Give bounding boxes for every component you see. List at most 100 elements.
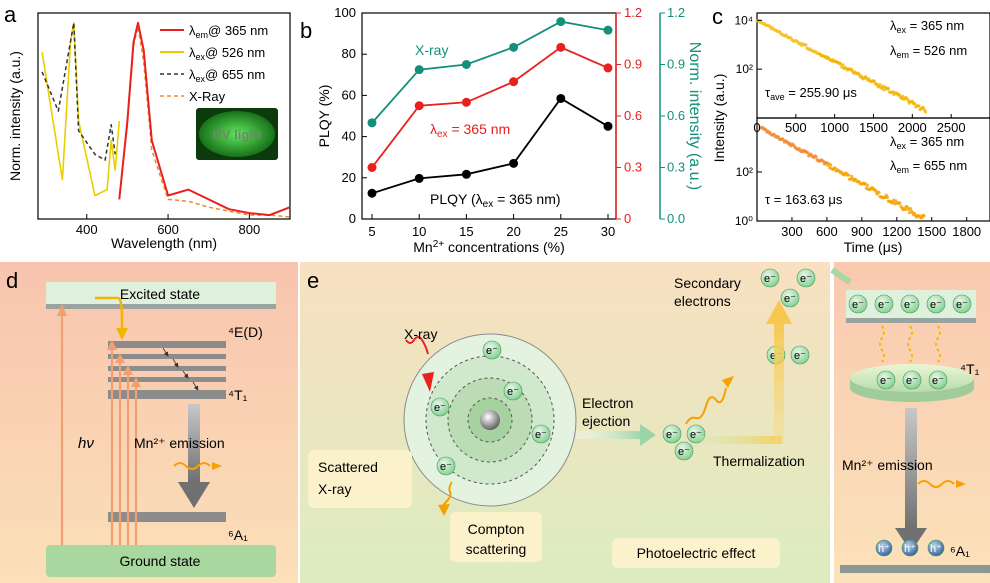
c-bottom-tau: τ = 163.63 μs — [765, 192, 843, 207]
c-top-xtick-label-2: 1000 — [820, 120, 849, 135]
ejection-label-line1: Electron — [582, 395, 633, 411]
c-bottom-ex: λex = 365 nm — [890, 134, 964, 151]
panel-c: c 0 500 1000 1500 2000 250010⁴10²300 600 900 120… — [711, 4, 990, 255]
y-tick-label-b-left-4: 80 — [342, 46, 356, 61]
y-tick-label-b-red-3: 0.9 — [624, 57, 642, 72]
y-tick-label-b-teal-3: 0.9 — [667, 57, 685, 72]
xray-label: X-ray — [404, 326, 437, 342]
label-4T1: ⁴T₁ — [228, 387, 248, 403]
c-bot-ytick-label-1: 10⁰ — [735, 214, 753, 228]
level-4T1 — [108, 390, 226, 399]
level-6A1 — [108, 512, 226, 522]
decay-point-bottom — [866, 184, 869, 187]
c-bot-xtick-label-2: 900 — [851, 224, 873, 239]
disk-electron-0-label: e⁻ — [880, 375, 892, 387]
x-tick-label-b-2: 15 — [459, 224, 473, 239]
ground-state-label: Ground state — [120, 553, 201, 569]
atom-electron-2-label: e⁻ — [535, 429, 547, 441]
secondary-electron-1-label: e⁻ — [800, 273, 812, 285]
secondary-label-line2: electrons — [674, 293, 731, 309]
hv-label: hν — [78, 435, 94, 452]
panel-e: e e⁻e⁻e⁻e⁻e⁻ X-ray Scattered X-ray Compt… — [300, 262, 830, 583]
panel-d: d Excited state Ground state ⁴E(D) ⁴T₁ ⁶… — [0, 262, 298, 583]
label-xray-series: X-ray — [415, 42, 448, 58]
y-tick-label-b-left-0: 0 — [349, 211, 356, 226]
decay-point-bottom — [922, 214, 925, 217]
legend-label-xray: X-Ray — [189, 89, 226, 104]
series-b-point-2-4 — [556, 17, 565, 26]
panel-label-c: c — [712, 4, 723, 29]
series-b — [368, 17, 613, 198]
emission-label-d: Mn²⁺ emission — [134, 435, 225, 451]
series-b-line-2 — [372, 22, 608, 123]
label-plqy-series: PLQY (λex = 365 nm) — [430, 191, 561, 210]
cb-electron-1-label: e⁻ — [878, 299, 890, 311]
excited-state-line — [46, 304, 276, 309]
cb-electron-4-label: e⁻ — [956, 299, 968, 311]
series-b-line-0 — [372, 99, 608, 194]
thermal-electron-1-label: e⁻ — [794, 350, 806, 362]
decay-point-bottom — [886, 196, 889, 199]
series-b-point-2-1 — [415, 65, 424, 74]
secondary-label-line1: Secondary — [674, 275, 741, 291]
y-tick-label-b-left-3: 60 — [342, 87, 356, 102]
label-4E: ⁴E(D) — [228, 324, 263, 340]
therm-label: Thermalization — [713, 453, 805, 469]
holes: h⁺ h⁺ h⁺ — [876, 540, 944, 556]
y-tick-label-b-teal-0: 0.0 — [667, 211, 685, 226]
disk-electron-1-label: e⁻ — [906, 375, 918, 387]
excited-state-label: Excited state — [120, 286, 200, 302]
decay-point-top — [804, 44, 807, 47]
series-b-point-2-3 — [509, 43, 518, 52]
decay-point-top — [878, 83, 881, 86]
inset-text: UV light — [212, 127, 262, 142]
level-4E — [108, 341, 226, 348]
emission-label-f: Mn²⁺ emission — [842, 457, 933, 473]
cb-electron-2-label: e⁻ — [904, 299, 916, 311]
label-6A1: ⁶A₁ — [228, 527, 248, 543]
nucleus — [480, 410, 500, 430]
level-mid-3 — [108, 377, 226, 382]
c-top-xtick-label-3: 1500 — [859, 120, 888, 135]
series-b-point-1-3 — [509, 77, 518, 86]
ejected-electron-0-label: e⁻ — [666, 429, 678, 441]
series-b-point-0-5 — [604, 122, 613, 131]
series-b-point-1-4 — [556, 43, 565, 52]
series-b-point-0-0 — [368, 189, 377, 198]
compton-label-line1: Compton — [468, 521, 525, 537]
c-bot-xtick-label-3: 1200 — [882, 224, 911, 239]
series-b-point-2-0 — [368, 118, 377, 127]
x-tick-label-b-5: 30 — [601, 224, 615, 239]
c-top-xtick-label-1: 500 — [785, 120, 807, 135]
panel-label-a: a — [4, 2, 17, 27]
legend-label-ex655: λex@ 655 nm — [189, 67, 265, 84]
legend-a: λem@ 365 nm λex@ 526 nm λex@ 655 nm X-Ra… — [160, 23, 268, 104]
decay-point-bottom — [877, 191, 880, 194]
c-bot-xtick-label-5: 1800 — [952, 224, 981, 239]
y-tick-label-b-left-2: 40 — [342, 129, 356, 144]
decay-point-bottom — [904, 208, 907, 211]
c-top-xtick-label-4: 2000 — [898, 120, 927, 135]
panel-a: a UV light λem@ 365 nm λex@ 526 nm λex@ … — [4, 2, 290, 251]
y-axis-label-c: Intensity (a.u.) — [711, 74, 727, 163]
y-axis-label-b-right: Norm. intensity (a.u.) — [686, 42, 703, 190]
panel-label-e: e — [307, 268, 319, 293]
series-b-point-1-0 — [368, 163, 377, 172]
c-top-ytick-label-0: 10⁴ — [734, 13, 753, 27]
decay-point-top — [841, 63, 844, 66]
c-top-ex: λex = 365 nm — [890, 18, 964, 35]
disk-electrons: e⁻ e⁻ e⁻ — [877, 371, 947, 389]
atom-electron-3-label: e⁻ — [434, 402, 446, 414]
c-top-tau: τave = 255.90 μs — [765, 85, 857, 102]
y-axis-label-b-left: PLQY (%) — [316, 85, 332, 148]
y-tick-label-b-red-1: 0.3 — [624, 160, 642, 175]
series-b-point-1-5 — [604, 63, 613, 72]
x-axis-label-c: Time (μs) — [844, 239, 903, 255]
x-ticks-a: 400 600 800 — [76, 214, 260, 237]
legend-label-em365: λem@ 365 nm — [189, 23, 268, 40]
photoelectric-label: Photoelectric effect — [637, 545, 756, 561]
c-bot-xtick-label-1: 600 — [816, 224, 838, 239]
plot-frame-b — [362, 13, 616, 219]
c-bot-ytick-label-0: 10² — [736, 165, 753, 179]
y-tick-label-b-red-2: 0.6 — [624, 108, 642, 123]
